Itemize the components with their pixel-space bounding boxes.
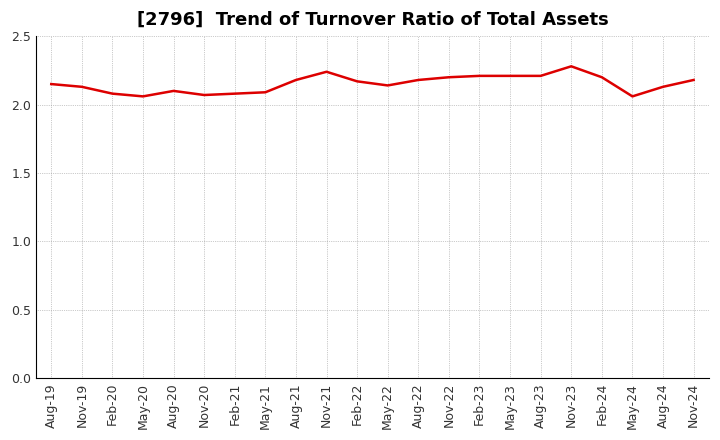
Title: [2796]  Trend of Turnover Ratio of Total Assets: [2796] Trend of Turnover Ratio of Total … xyxy=(137,11,608,29)
